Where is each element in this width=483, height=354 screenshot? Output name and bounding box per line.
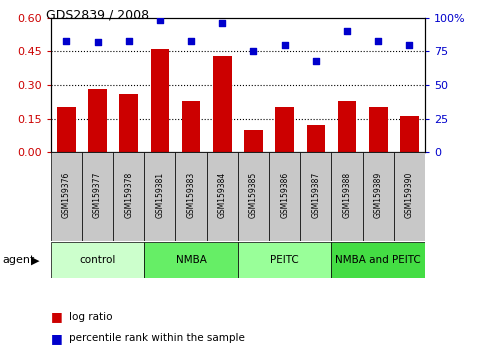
- Text: GSM159378: GSM159378: [124, 172, 133, 218]
- Text: GSM159386: GSM159386: [280, 172, 289, 218]
- Point: [281, 42, 288, 47]
- Text: GDS2839 / 2008: GDS2839 / 2008: [46, 9, 149, 22]
- Text: control: control: [79, 255, 116, 265]
- Text: GSM159387: GSM159387: [312, 172, 320, 218]
- Bar: [151, 49, 169, 152]
- Bar: [207, 152, 238, 241]
- Point: [62, 38, 70, 44]
- Bar: [369, 107, 388, 152]
- Bar: [57, 107, 76, 152]
- Text: PEITC: PEITC: [270, 255, 299, 265]
- Text: GSM159381: GSM159381: [156, 172, 164, 218]
- Point: [125, 38, 132, 44]
- Bar: [113, 152, 144, 241]
- Bar: [51, 152, 82, 241]
- Text: GSM159377: GSM159377: [93, 171, 102, 218]
- Bar: [363, 152, 394, 241]
- Bar: [175, 152, 207, 241]
- Bar: [88, 90, 107, 152]
- Text: GSM159383: GSM159383: [186, 172, 196, 218]
- Text: percentile rank within the sample: percentile rank within the sample: [69, 333, 245, 343]
- Text: ■: ■: [51, 332, 62, 344]
- Text: GSM159390: GSM159390: [405, 171, 414, 218]
- Point: [312, 58, 320, 64]
- Point: [343, 28, 351, 34]
- Point: [94, 39, 101, 45]
- Text: NMBA: NMBA: [176, 255, 207, 265]
- Bar: [144, 242, 238, 278]
- Point: [250, 48, 257, 54]
- Bar: [213, 56, 232, 152]
- Point: [374, 38, 382, 44]
- Text: GSM159376: GSM159376: [62, 171, 71, 218]
- Point: [218, 20, 226, 26]
- Bar: [82, 152, 113, 241]
- Bar: [331, 242, 425, 278]
- Bar: [238, 242, 331, 278]
- Bar: [394, 152, 425, 241]
- Bar: [244, 130, 263, 152]
- Text: ▶: ▶: [31, 255, 40, 265]
- Bar: [144, 152, 175, 241]
- Point: [156, 18, 164, 23]
- Text: log ratio: log ratio: [69, 312, 113, 322]
- Bar: [400, 116, 419, 152]
- Text: ■: ■: [51, 310, 62, 323]
- Text: GSM159388: GSM159388: [342, 172, 352, 218]
- Bar: [119, 94, 138, 152]
- Text: GSM159385: GSM159385: [249, 172, 258, 218]
- Bar: [275, 107, 294, 152]
- Text: GSM159384: GSM159384: [218, 172, 227, 218]
- Bar: [300, 152, 331, 241]
- Text: agent: agent: [2, 255, 35, 265]
- Point: [406, 42, 413, 47]
- Text: NMBA and PEITC: NMBA and PEITC: [335, 255, 421, 265]
- Bar: [338, 101, 356, 152]
- Bar: [307, 125, 325, 152]
- Bar: [182, 101, 200, 152]
- Bar: [238, 152, 269, 241]
- Point: [187, 38, 195, 44]
- Bar: [331, 152, 363, 241]
- Bar: [269, 152, 300, 241]
- Bar: [51, 242, 144, 278]
- Text: GSM159389: GSM159389: [374, 172, 383, 218]
